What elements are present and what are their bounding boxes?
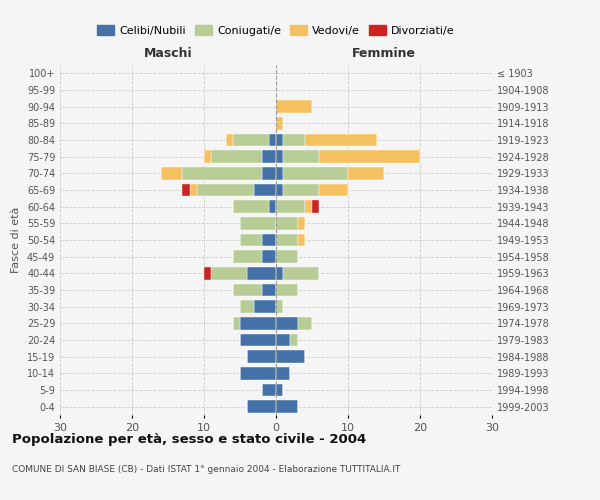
- Bar: [240, 334, 276, 346]
- Y-axis label: Fasce di età: Fasce di età: [11, 207, 21, 273]
- Bar: [276, 134, 283, 146]
- Bar: [211, 267, 247, 280]
- Bar: [233, 200, 269, 213]
- Bar: [190, 184, 197, 196]
- Bar: [312, 200, 319, 213]
- Bar: [262, 167, 276, 179]
- Bar: [276, 117, 283, 130]
- Legend: Celibi/Nubili, Coniugati/e, Vedovi/e, Divorziati/e: Celibi/Nubili, Coniugati/e, Vedovi/e, Di…: [93, 20, 459, 40]
- Bar: [276, 167, 283, 179]
- Bar: [262, 234, 276, 246]
- Bar: [348, 167, 384, 179]
- Bar: [276, 317, 298, 330]
- Bar: [305, 134, 377, 146]
- Bar: [204, 267, 211, 280]
- Bar: [262, 250, 276, 263]
- Bar: [276, 400, 298, 413]
- Bar: [298, 317, 312, 330]
- Bar: [276, 100, 312, 113]
- Text: Femmine: Femmine: [352, 47, 416, 60]
- Text: Popolazione per età, sesso e stato civile - 2004: Popolazione per età, sesso e stato civil…: [12, 432, 366, 446]
- Bar: [276, 267, 283, 280]
- Bar: [262, 150, 276, 163]
- Bar: [276, 217, 298, 230]
- Bar: [276, 200, 305, 213]
- Bar: [283, 167, 348, 179]
- Bar: [247, 400, 276, 413]
- Bar: [254, 184, 276, 196]
- Bar: [204, 150, 211, 163]
- Y-axis label: Anni di nascita: Anni di nascita: [598, 198, 600, 281]
- Bar: [276, 250, 298, 263]
- Bar: [233, 134, 269, 146]
- Bar: [283, 134, 305, 146]
- Bar: [298, 234, 305, 246]
- Bar: [276, 184, 283, 196]
- Bar: [290, 334, 298, 346]
- Bar: [276, 350, 305, 363]
- Bar: [161, 167, 182, 179]
- Bar: [233, 317, 240, 330]
- Bar: [240, 317, 276, 330]
- Bar: [276, 234, 298, 246]
- Text: Maschi: Maschi: [143, 47, 193, 60]
- Bar: [247, 267, 276, 280]
- Bar: [319, 184, 348, 196]
- Bar: [276, 384, 283, 396]
- Bar: [305, 200, 312, 213]
- Bar: [240, 367, 276, 380]
- Bar: [211, 150, 262, 163]
- Bar: [276, 150, 283, 163]
- Bar: [283, 184, 319, 196]
- Bar: [254, 300, 276, 313]
- Bar: [283, 267, 319, 280]
- Bar: [276, 284, 298, 296]
- Bar: [226, 134, 233, 146]
- Bar: [319, 150, 420, 163]
- Bar: [197, 184, 254, 196]
- Bar: [247, 350, 276, 363]
- Bar: [240, 217, 276, 230]
- Bar: [269, 200, 276, 213]
- Bar: [182, 167, 262, 179]
- Bar: [276, 300, 283, 313]
- Bar: [240, 234, 262, 246]
- Bar: [283, 150, 319, 163]
- Bar: [233, 284, 262, 296]
- Bar: [182, 184, 190, 196]
- Bar: [276, 334, 290, 346]
- Bar: [276, 367, 290, 380]
- Bar: [298, 217, 305, 230]
- Bar: [240, 300, 254, 313]
- Bar: [233, 250, 262, 263]
- Bar: [262, 284, 276, 296]
- Text: COMUNE DI SAN BIASE (CB) - Dati ISTAT 1° gennaio 2004 - Elaborazione TUTTITALIA.: COMUNE DI SAN BIASE (CB) - Dati ISTAT 1°…: [12, 466, 400, 474]
- Bar: [262, 384, 276, 396]
- Bar: [269, 134, 276, 146]
